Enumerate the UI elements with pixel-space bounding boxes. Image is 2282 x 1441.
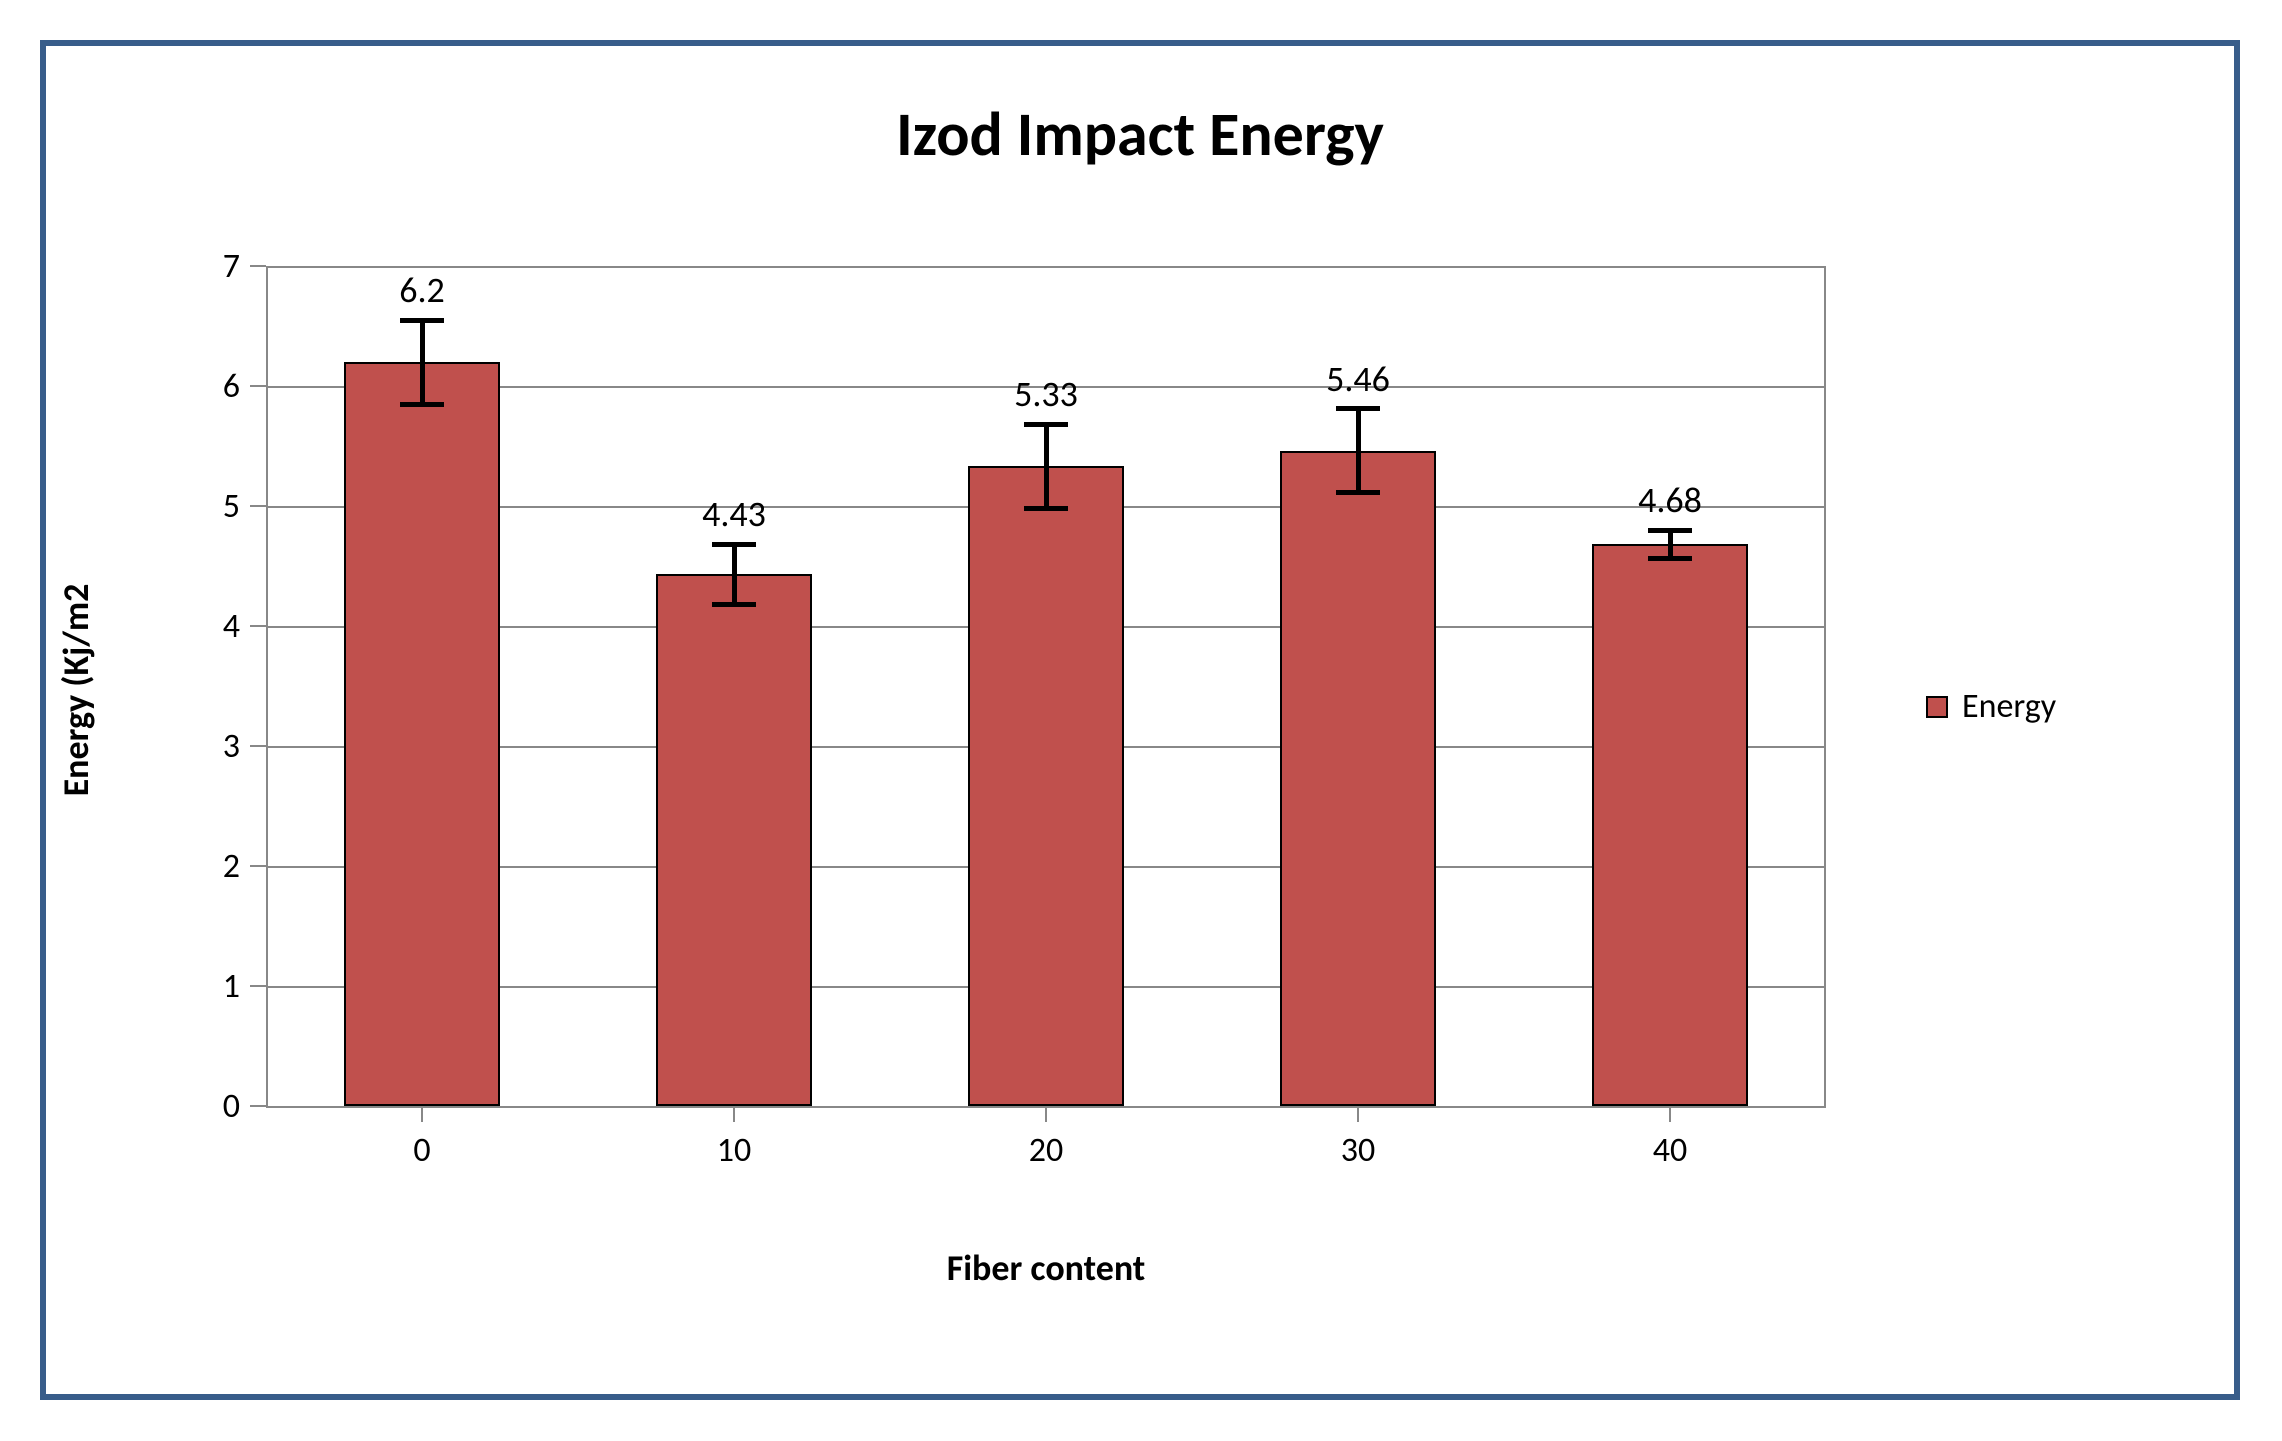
error-bar [732,544,737,604]
chart-frame: Izod Impact Energy Energy (Kj/m2 Fiber c… [40,40,2240,1400]
y-tick-label: 6 [160,366,240,407]
plot-area: 012345676.204.43105.33205.46304.6840 [266,266,1826,1106]
right-axis-line [1824,266,1826,1106]
x-tick-mark [421,1106,423,1122]
data-label: 4.68 [1590,478,1750,522]
x-tick-mark [1357,1106,1359,1122]
legend: Energy [1926,686,2056,727]
y-axis-label: Energy (Kj/m2 [54,540,98,840]
legend-swatch [1926,696,1948,718]
y-tick-label: 1 [160,966,240,1007]
error-bar [1044,424,1049,508]
error-cap [1024,422,1068,427]
error-bar [1668,530,1673,559]
x-tick-mark [1669,1106,1671,1122]
x-tick-label: 30 [1298,1130,1418,1171]
data-label: 5.33 [966,372,1126,416]
data-label: 4.43 [654,492,814,536]
error-bar [1356,409,1361,493]
error-cap [1648,528,1692,533]
x-tick-label: 0 [362,1130,482,1171]
error-cap [712,602,756,607]
y-tick-mark [250,985,266,987]
y-tick-label: 7 [160,246,240,287]
y-tick-label: 4 [160,606,240,647]
error-bar [420,320,425,404]
x-tick-label: 40 [1610,1130,1730,1171]
y-tick-mark [250,505,266,507]
bar [344,362,500,1106]
x-tick-label: 20 [986,1130,1106,1171]
error-cap [400,318,444,323]
error-cap [1336,406,1380,411]
error-cap [1024,506,1068,511]
y-tick-label: 0 [160,1086,240,1127]
y-tick-mark [250,865,266,867]
y-tick-mark [250,745,266,747]
error-cap [1648,556,1692,561]
bar [1280,451,1436,1106]
data-label: 5.46 [1278,357,1438,401]
error-cap [712,542,756,547]
bar [968,466,1124,1106]
y-tick-label: 5 [160,486,240,527]
error-cap [400,402,444,407]
x-tick-label: 10 [674,1130,794,1171]
y-tick-mark [250,625,266,627]
y-tick-mark [250,265,266,267]
y-tick-label: 3 [160,726,240,767]
x-tick-mark [1045,1106,1047,1122]
chart-title: Izod Impact Energy [46,96,2234,172]
y-tick-mark [250,1105,266,1107]
y-tick-mark [250,385,266,387]
legend-label: Energy [1962,686,2056,727]
bar [656,574,812,1106]
x-tick-mark [733,1106,735,1122]
y-tick-label: 2 [160,846,240,887]
y-axis-line [266,266,268,1106]
x-axis-label: Fiber content [266,1246,1826,1290]
data-label: 6.2 [342,268,502,312]
bar [1592,544,1748,1106]
error-cap [1336,490,1380,495]
